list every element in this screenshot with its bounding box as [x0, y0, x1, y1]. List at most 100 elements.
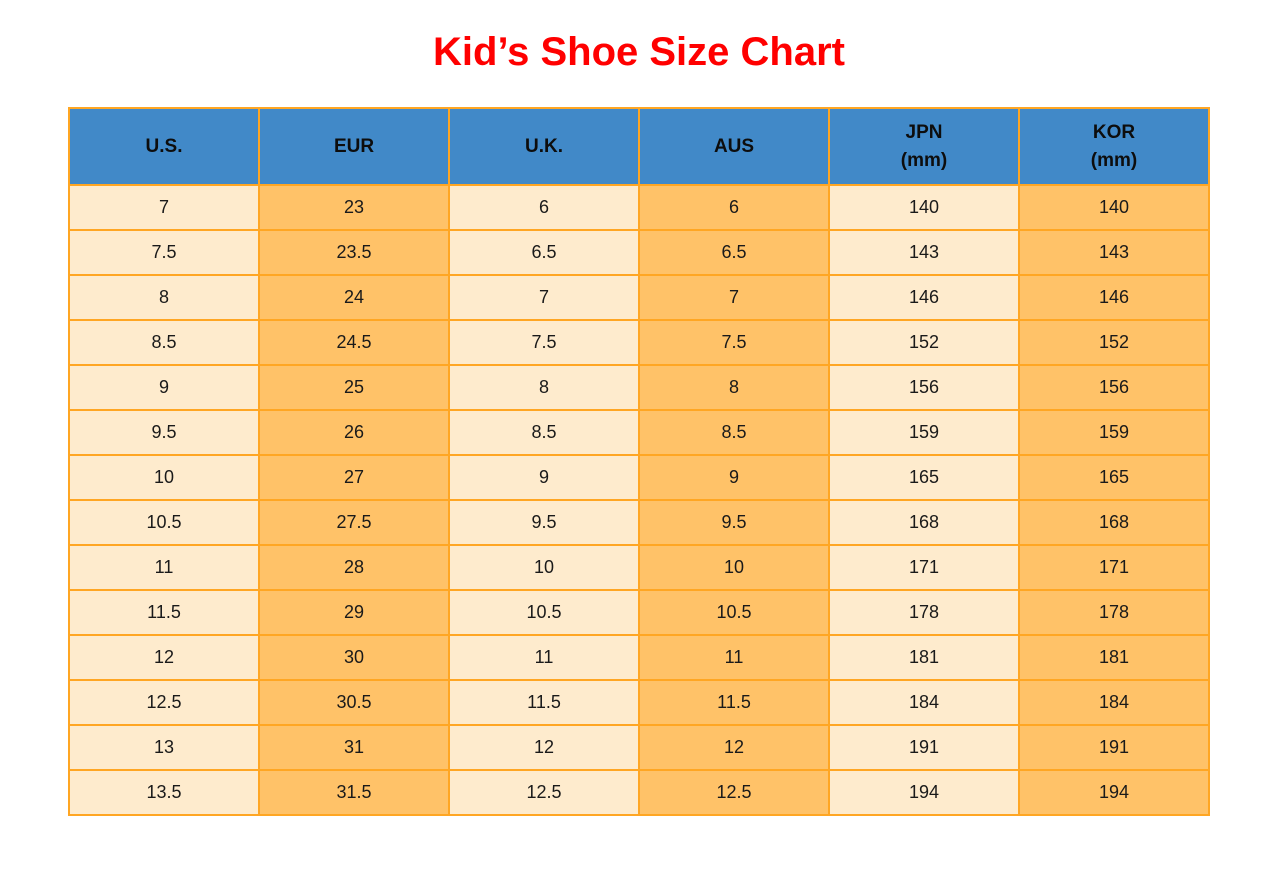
table-row: 11.5 29 10.5 10.5 178 178 — [68, 589, 1210, 636]
table-cell: 11 — [448, 634, 640, 681]
table-cell: 8 — [638, 364, 830, 411]
shoe-size-table: U.S. EUR U.K. AUS JPN (mm) KOR (mm) 7 23 6 6 140 140… — [68, 107, 1210, 816]
table-cell: 184 — [1018, 679, 1210, 726]
table-cell: 10.5 — [638, 589, 830, 636]
column-header-us: U.S. — [68, 107, 260, 186]
table-cell: 194 — [1018, 769, 1210, 816]
table-row: 7 23 6 6 140 140 — [68, 184, 1210, 231]
column-header-label: AUS — [713, 135, 755, 157]
table-cell: 181 — [828, 634, 1020, 681]
table-cell: 7 — [68, 184, 260, 231]
column-header-label: EUR — [333, 135, 375, 157]
table-cell: 8.5 — [68, 319, 260, 366]
table-cell: 152 — [828, 319, 1020, 366]
table-cell: 28 — [258, 544, 450, 591]
table-cell: 12.5 — [68, 679, 260, 726]
table-cell: 13 — [68, 724, 260, 771]
column-header-sublabel: (mm) — [1090, 149, 1138, 171]
table-cell: 11 — [68, 544, 260, 591]
table-cell: 7 — [448, 274, 640, 321]
column-header-jpn: JPN (mm) — [828, 107, 1020, 186]
table-cell: 178 — [1018, 589, 1210, 636]
table-cell: 30.5 — [258, 679, 450, 726]
table-cell: 10.5 — [448, 589, 640, 636]
table-cell: 8 — [448, 364, 640, 411]
table-cell: 8.5 — [448, 409, 640, 456]
column-header-aus: AUS — [638, 107, 830, 186]
table-cell: 24.5 — [258, 319, 450, 366]
column-header-label: KOR — [1092, 121, 1136, 143]
column-header-eur: EUR — [258, 107, 450, 186]
table-cell: 27.5 — [258, 499, 450, 546]
table-cell: 10 — [638, 544, 830, 591]
table-cell: 9.5 — [448, 499, 640, 546]
table-cell: 9.5 — [68, 409, 260, 456]
table-row: 9 25 8 8 156 156 — [68, 364, 1210, 411]
table-cell: 168 — [828, 499, 1020, 546]
table-row: 7.5 23.5 6.5 6.5 143 143 — [68, 229, 1210, 276]
table-cell: 159 — [828, 409, 1020, 456]
table-cell: 9 — [638, 454, 830, 501]
table-cell: 13.5 — [68, 769, 260, 816]
table-cell: 156 — [1018, 364, 1210, 411]
table-cell: 146 — [828, 274, 1020, 321]
table-cell: 11.5 — [448, 679, 640, 726]
table-cell: 26 — [258, 409, 450, 456]
table-cell: 7 — [638, 274, 830, 321]
table-row: 9.5 26 8.5 8.5 159 159 — [68, 409, 1210, 456]
table-cell: 29 — [258, 589, 450, 636]
column-header-sublabel: (mm) — [900, 149, 948, 171]
table-row: 8.5 24.5 7.5 7.5 152 152 — [68, 319, 1210, 366]
table-cell: 9 — [68, 364, 260, 411]
table-cell: 143 — [828, 229, 1020, 276]
table-row: 13.5 31.5 12.5 12.5 194 194 — [68, 769, 1210, 816]
table-cell: 23 — [258, 184, 450, 231]
table-cell: 12.5 — [638, 769, 830, 816]
table-cell: 11 — [638, 634, 830, 681]
table-cell: 6.5 — [638, 229, 830, 276]
table-row: 12 30 11 11 181 181 — [68, 634, 1210, 681]
table-cell: 146 — [1018, 274, 1210, 321]
table-cell: 31 — [258, 724, 450, 771]
table-cell: 6 — [448, 184, 640, 231]
table-cell: 31.5 — [258, 769, 450, 816]
table-cell: 140 — [1018, 184, 1210, 231]
table-cell: 7.5 — [68, 229, 260, 276]
table-cell: 194 — [828, 769, 1020, 816]
table-cell: 25 — [258, 364, 450, 411]
table-cell: 9 — [448, 454, 640, 501]
column-header-label: U.S. — [145, 135, 183, 157]
table-cell: 10 — [68, 454, 260, 501]
table-cell: 12.5 — [448, 769, 640, 816]
table-cell: 143 — [1018, 229, 1210, 276]
table-cell: 23.5 — [258, 229, 450, 276]
table-cell: 171 — [1018, 544, 1210, 591]
table-cell: 12 — [68, 634, 260, 681]
column-header-label: JPN — [905, 121, 943, 143]
table-cell: 6 — [638, 184, 830, 231]
table-row: 11 28 10 10 171 171 — [68, 544, 1210, 591]
table-cell: 10.5 — [68, 499, 260, 546]
table-cell: 140 — [828, 184, 1020, 231]
table-cell: 11.5 — [68, 589, 260, 636]
table-cell: 171 — [828, 544, 1020, 591]
table-cell: 191 — [1018, 724, 1210, 771]
table-cell: 6.5 — [448, 229, 640, 276]
table-header: U.S. EUR U.K. AUS JPN (mm) KOR (mm) — [68, 107, 1210, 186]
table-cell: 165 — [828, 454, 1020, 501]
table-cell: 184 — [828, 679, 1020, 726]
table-cell: 27 — [258, 454, 450, 501]
table-cell: 12 — [638, 724, 830, 771]
table-header-row: U.S. EUR U.K. AUS JPN (mm) KOR (mm) — [68, 107, 1210, 186]
table-cell: 178 — [828, 589, 1020, 636]
table-cell: 8.5 — [638, 409, 830, 456]
table-cell: 7.5 — [448, 319, 640, 366]
table-cell: 8 — [68, 274, 260, 321]
table-row: 10 27 9 9 165 165 — [68, 454, 1210, 501]
table-row: 8 24 7 7 146 146 — [68, 274, 1210, 321]
table-cell: 152 — [1018, 319, 1210, 366]
table-cell: 168 — [1018, 499, 1210, 546]
table-cell: 10 — [448, 544, 640, 591]
table-cell: 191 — [828, 724, 1020, 771]
